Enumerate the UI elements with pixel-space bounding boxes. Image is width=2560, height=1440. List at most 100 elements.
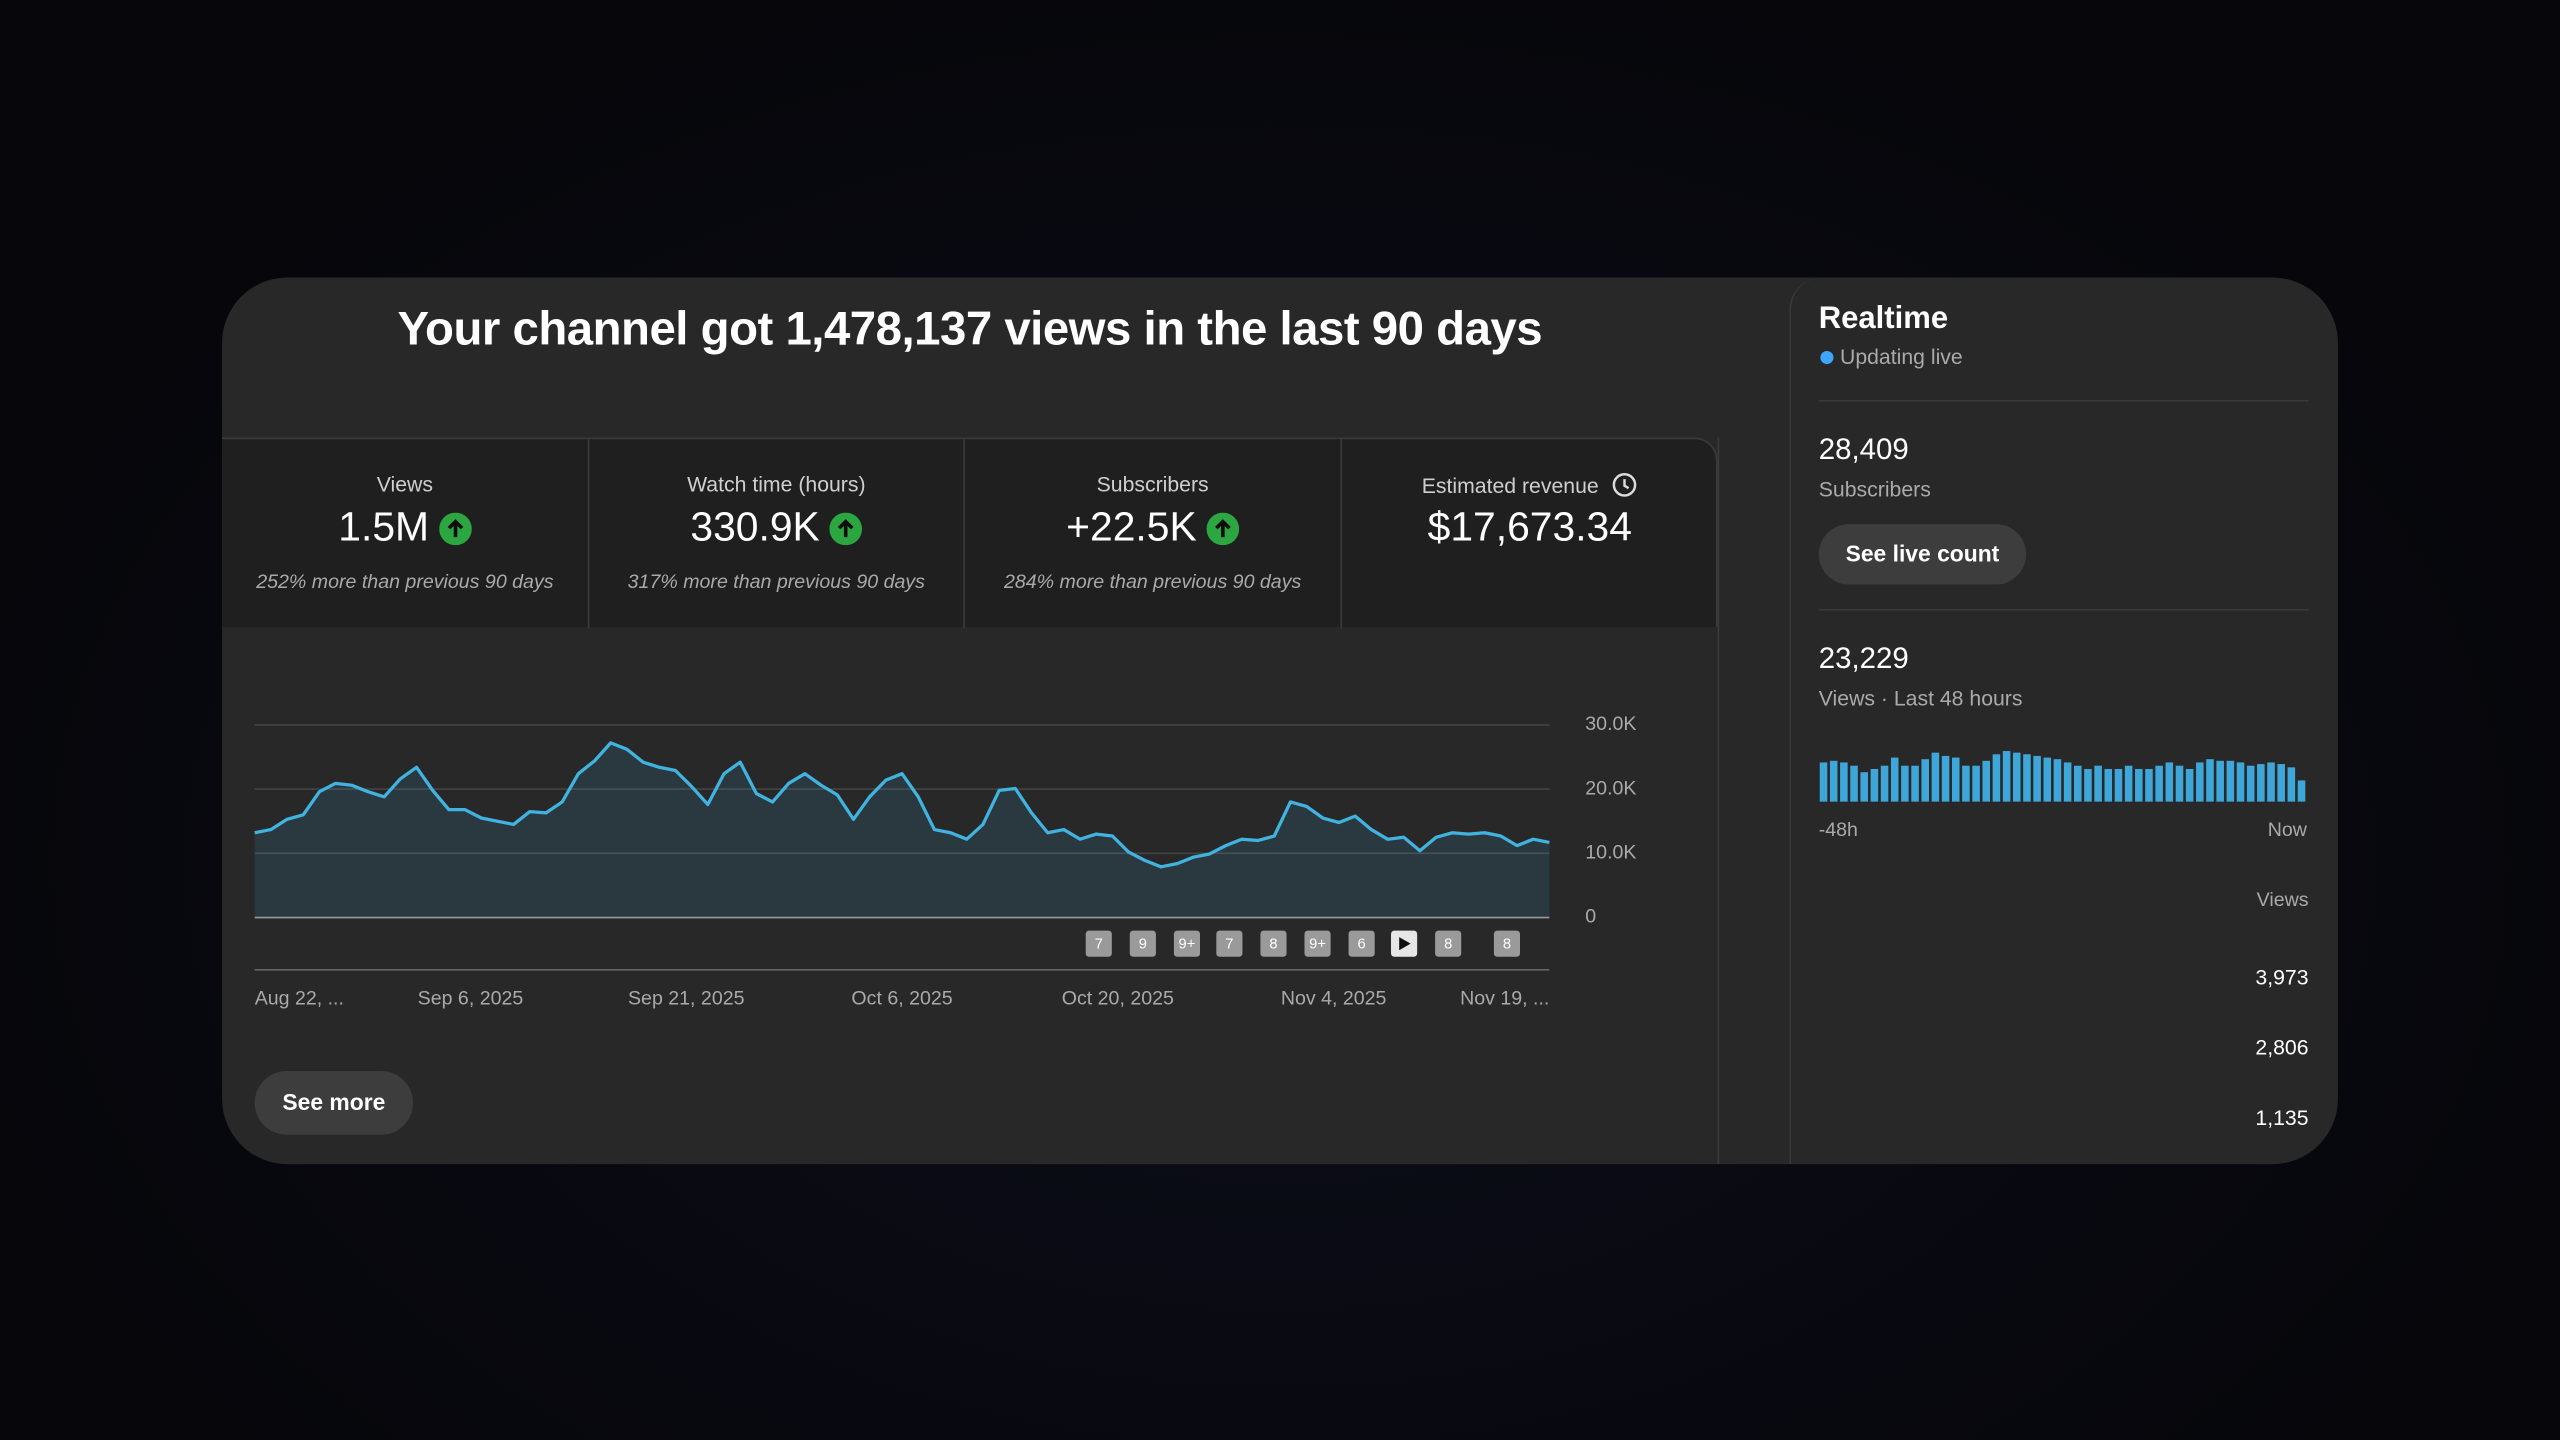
bar: [2206, 759, 2214, 802]
annotation-chip[interactable]: 6: [1348, 930, 1375, 957]
bar: [2023, 754, 2031, 802]
chip-bg: [1435, 930, 1462, 957]
chip-label: 8: [1269, 936, 1277, 952]
metric-value-row: +22.5K: [965, 504, 1341, 551]
bar: [2175, 765, 2184, 802]
metric-label: Watch time (hours): [687, 471, 866, 497]
x-tick-label: Oct 20, 2025: [1062, 987, 1174, 1009]
bar: [1951, 757, 1960, 802]
chip-bg: [1216, 930, 1243, 957]
bar: [2094, 765, 2102, 802]
see-more-button[interactable]: See more: [254, 1071, 414, 1135]
bar: [2185, 768, 2194, 802]
annotation-chip[interactable]: 9+: [1304, 930, 1331, 957]
metric-note: 284% more than previous 90 days: [1003, 569, 1302, 593]
chip-bg: [1493, 930, 1520, 957]
bar: [1982, 760, 1991, 802]
bar: [1911, 765, 1919, 802]
subscriber-label: Subscribers: [1818, 476, 1931, 502]
up-icon: [438, 512, 472, 546]
content-views: 1,135: [2255, 1105, 2309, 1130]
bar: [2236, 762, 2245, 802]
annotation-chip[interactable]: 9+: [1173, 930, 1200, 957]
divider: [1717, 437, 1720, 1165]
bar: [2043, 757, 2052, 802]
clock-icon: [1612, 473, 1637, 497]
bar: [2165, 762, 2174, 802]
live-dot: [1820, 351, 1834, 365]
bar: [1890, 757, 1899, 802]
bar: [1880, 765, 1889, 802]
annotation-chip[interactable]: 8: [1260, 930, 1287, 957]
metric-value: $17,673.34: [1427, 504, 1632, 551]
chip-bg: [1260, 930, 1287, 957]
views-label: Views · Last 48 hours: [1818, 685, 2023, 711]
chip-label: 9+: [1179, 936, 1196, 952]
chip-label: 8: [1503, 936, 1511, 952]
bar: [1860, 772, 1868, 802]
realtime-title: Realtime: [1818, 302, 1949, 337]
bar: [1941, 755, 1950, 802]
metric-value: +22.5K: [1066, 504, 1197, 551]
chip-label: 9: [1139, 936, 1147, 952]
x-tick-label: Sep 21, 2025: [628, 987, 745, 1009]
annotation-chip[interactable]: 7: [1216, 930, 1243, 957]
metric-note: 252% more than previous 90 days: [256, 569, 554, 593]
bar: [1829, 760, 1838, 802]
bar: [1962, 765, 1970, 802]
bar: [1840, 762, 1848, 802]
annotation-chip[interactable]: 9: [1129, 930, 1156, 957]
annotation-chip[interactable]: 7: [1085, 930, 1112, 957]
bar: [2287, 767, 2296, 802]
bar: [2063, 762, 2072, 802]
y-tick-label: 0: [1585, 906, 1596, 928]
bar: [2053, 759, 2062, 802]
metric-value-row: 1.5M: [222, 504, 588, 551]
x-tick-label: Sep 6, 2025: [418, 987, 524, 1009]
bar: [1870, 768, 1879, 802]
bar: [2104, 768, 2113, 802]
bar: [2257, 764, 2265, 802]
bar: [2114, 768, 2123, 802]
bar: [2216, 760, 2224, 802]
bar: [2155, 765, 2163, 802]
bar: [1819, 762, 1828, 802]
bar: [1992, 754, 2001, 802]
metric-card[interactable]: Estimated revenue $17,673.34: [1342, 439, 1718, 628]
bar: [2084, 768, 2092, 802]
subscriber-count: 28,409: [1818, 432, 1909, 466]
live-status: Updating live: [1839, 344, 1963, 369]
metric-card[interactable]: Views 1.5M 252% more than previous 90 da…: [222, 439, 590, 629]
live-count-button[interactable]: See live count: [1818, 524, 2027, 585]
annotation-chip[interactable]: 8: [1493, 930, 1520, 957]
metric-card[interactable]: Subscribers +22.5K 284% more than previo…: [965, 439, 1343, 629]
bar: [1901, 765, 1909, 802]
x-tick-label: -48h: [1819, 819, 1858, 841]
chip-bg: [1173, 930, 1200, 957]
play-annotation[interactable]: [1391, 930, 1418, 957]
bar: [2196, 762, 2204, 802]
chip-bg: [1129, 930, 1156, 957]
bar: [2002, 751, 2011, 802]
y-tick-label: 20.0K: [1585, 777, 1636, 799]
metric-card[interactable]: Watch time (hours) 330.9K 317% more than…: [589, 439, 965, 629]
chip-label: 9+: [1309, 936, 1326, 952]
annotation-chip[interactable]: 8: [1435, 930, 1462, 957]
chip-label: 7: [1225, 936, 1233, 952]
metric-label-row: Estimated revenue: [1342, 472, 1718, 498]
chip-bg: [1304, 930, 1331, 957]
x-tick-label: Nov 19, ...: [1460, 987, 1549, 1009]
realtime-panel: Realtime Updating live 28,409 Subscriber…: [1789, 277, 2338, 1165]
x-tick-label: Aug 22, ...: [255, 987, 344, 1009]
content-views: 3,973: [2255, 964, 2309, 990]
metric-label: Subscribers: [1096, 471, 1209, 497]
y-tick-label: 30.0K: [1585, 713, 1636, 735]
x-tick-label: Now: [2268, 819, 2308, 841]
x-tick-label: Oct 6, 2025: [851, 987, 952, 1009]
metric-value-row: 330.9K: [589, 504, 963, 551]
bar: [2033, 755, 2041, 802]
